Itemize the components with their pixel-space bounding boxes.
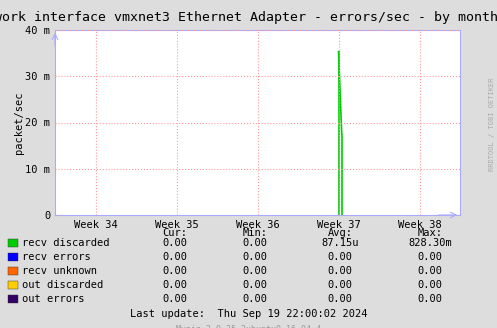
Text: out discarded: out discarded bbox=[22, 280, 103, 290]
Text: 0.00: 0.00 bbox=[163, 252, 187, 262]
Text: 0.00: 0.00 bbox=[417, 294, 442, 304]
Text: 0.00: 0.00 bbox=[163, 280, 187, 290]
Text: Munin 2.0.25-2ubuntu0.16.04.4: Munin 2.0.25-2ubuntu0.16.04.4 bbox=[176, 325, 321, 328]
Text: RRDTOOL / TOBI OETIKER: RRDTOOL / TOBI OETIKER bbox=[489, 78, 495, 172]
Text: 0.00: 0.00 bbox=[163, 266, 187, 276]
Text: 0.00: 0.00 bbox=[243, 280, 267, 290]
Text: Avg:: Avg: bbox=[328, 228, 352, 238]
Text: 0.00: 0.00 bbox=[328, 294, 352, 304]
Text: Max:: Max: bbox=[417, 228, 442, 238]
Text: Last update:  Thu Sep 19 22:00:02 2024: Last update: Thu Sep 19 22:00:02 2024 bbox=[130, 309, 367, 318]
Text: 0.00: 0.00 bbox=[243, 252, 267, 262]
Text: recv errors: recv errors bbox=[22, 252, 91, 262]
Text: 0.00: 0.00 bbox=[163, 294, 187, 304]
Text: 0.00: 0.00 bbox=[328, 252, 352, 262]
Text: Network interface vmxnet3 Ethernet Adapter - errors/sec - by month: Network interface vmxnet3 Ethernet Adapt… bbox=[0, 11, 497, 25]
Text: 0.00: 0.00 bbox=[243, 238, 267, 248]
Text: 0.00: 0.00 bbox=[243, 294, 267, 304]
Text: 0.00: 0.00 bbox=[163, 238, 187, 248]
Text: 0.00: 0.00 bbox=[417, 266, 442, 276]
Text: 0.00: 0.00 bbox=[243, 266, 267, 276]
Text: recv discarded: recv discarded bbox=[22, 238, 109, 248]
Text: Min:: Min: bbox=[243, 228, 267, 238]
Text: recv unknown: recv unknown bbox=[22, 266, 97, 276]
Text: 0.00: 0.00 bbox=[328, 266, 352, 276]
Y-axis label: packet/sec: packet/sec bbox=[14, 91, 24, 154]
Text: 828.30m: 828.30m bbox=[408, 238, 452, 248]
Text: 0.00: 0.00 bbox=[417, 280, 442, 290]
Text: 0.00: 0.00 bbox=[328, 280, 352, 290]
Text: out errors: out errors bbox=[22, 294, 84, 304]
Text: 87.15u: 87.15u bbox=[321, 238, 359, 248]
Text: 0.00: 0.00 bbox=[417, 252, 442, 262]
Text: Cur:: Cur: bbox=[163, 228, 187, 238]
